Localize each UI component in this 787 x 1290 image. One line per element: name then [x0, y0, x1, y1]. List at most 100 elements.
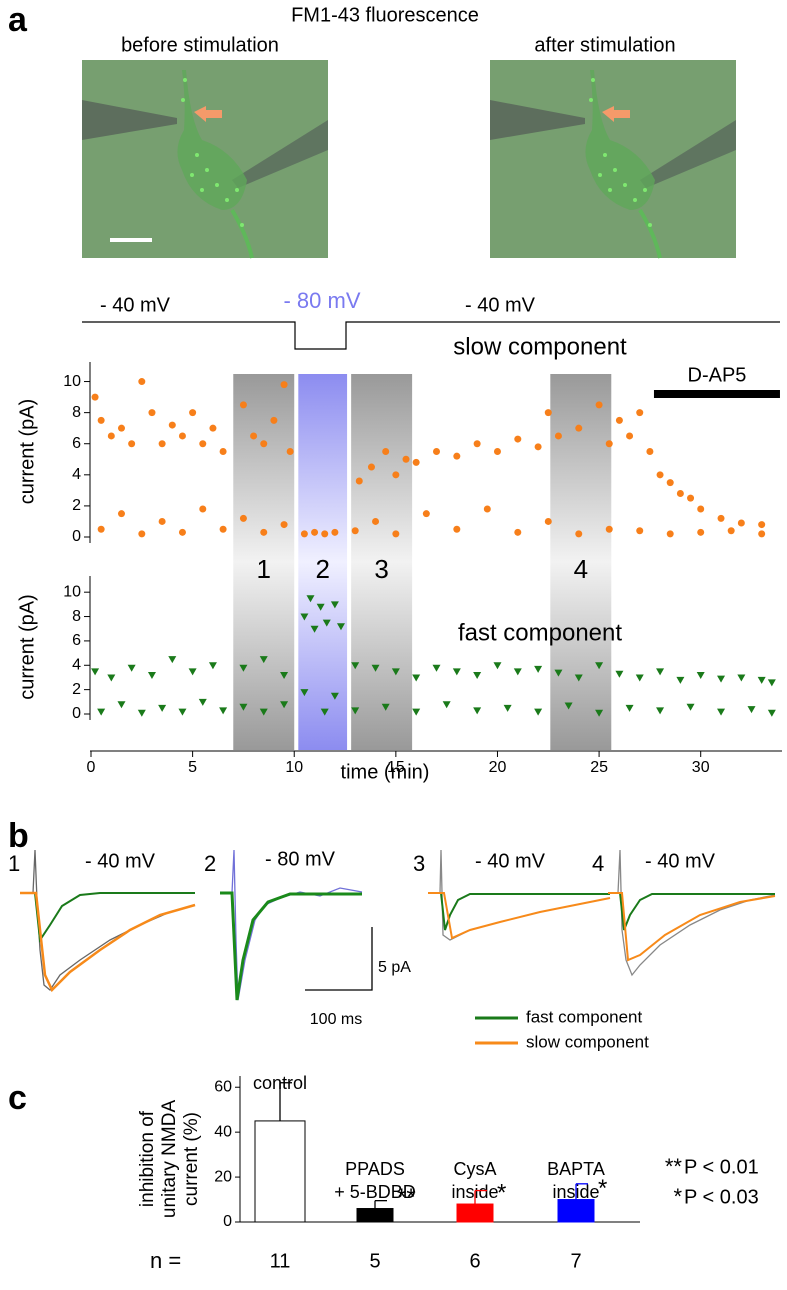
x-tick-label: 25 — [590, 759, 608, 776]
point — [534, 708, 543, 716]
point — [322, 619, 331, 627]
trace-number: 2 — [204, 851, 216, 876]
point — [625, 704, 634, 712]
point — [676, 676, 685, 684]
period-band — [233, 374, 295, 750]
x-tick-label: 0 — [87, 759, 96, 776]
point — [544, 517, 552, 525]
y-axis-label: current (pA) — [16, 594, 38, 700]
point — [554, 669, 563, 677]
point — [178, 432, 186, 440]
point — [473, 672, 482, 680]
point — [148, 409, 156, 417]
point — [727, 527, 735, 535]
legend-label: slow component — [526, 1032, 649, 1051]
legend-label: fast component — [526, 1007, 643, 1026]
point — [367, 463, 375, 471]
point — [433, 448, 440, 455]
micrograph — [80, 58, 330, 260]
point — [626, 432, 634, 440]
point — [381, 703, 390, 711]
point — [453, 452, 461, 460]
point — [717, 675, 726, 683]
period-band — [298, 374, 348, 750]
point — [107, 432, 115, 440]
point — [392, 471, 400, 479]
protocol-label: - 40 mV — [100, 294, 171, 316]
point — [412, 458, 420, 466]
point — [168, 421, 176, 429]
point — [209, 424, 217, 432]
point — [239, 664, 248, 672]
bar — [356, 1208, 394, 1223]
y-axis-label: inhibition of — [137, 1110, 158, 1207]
point — [286, 448, 294, 455]
point — [432, 664, 441, 672]
point — [219, 525, 227, 533]
point — [503, 704, 512, 712]
point — [117, 510, 125, 518]
point — [564, 702, 573, 710]
point — [758, 521, 766, 529]
point — [615, 416, 623, 424]
trace-label: - 40 mV — [645, 850, 716, 872]
point — [666, 479, 674, 487]
p-stars: * — [673, 1184, 682, 1209]
protocol-label: - 80 mV — [283, 288, 360, 313]
x-tick-label: 30 — [692, 759, 710, 776]
point — [306, 595, 315, 603]
point — [554, 432, 562, 440]
point — [97, 525, 105, 533]
point — [534, 443, 542, 451]
point — [280, 701, 289, 709]
point — [513, 668, 522, 676]
point — [351, 662, 360, 670]
point — [635, 674, 644, 682]
point — [575, 530, 583, 538]
n-label: n = — [150, 1248, 181, 1273]
point — [270, 416, 278, 424]
point — [493, 448, 501, 455]
chart-title: slow component — [453, 333, 627, 360]
point — [351, 527, 359, 535]
point — [656, 668, 665, 676]
point — [168, 656, 177, 664]
y-axis-label: current (pA) — [16, 399, 38, 505]
voltage-protocol — [82, 321, 780, 350]
point — [372, 517, 380, 525]
point — [259, 656, 268, 664]
point — [219, 448, 227, 455]
point — [330, 692, 339, 700]
y-tick-label: 6 — [72, 632, 81, 649]
point — [696, 672, 705, 680]
periods: 1 2 3 4 — [233, 374, 612, 750]
point — [737, 519, 745, 527]
y-tick-label: 40 — [214, 1123, 232, 1140]
point — [138, 530, 146, 538]
point — [91, 393, 99, 401]
point — [636, 527, 644, 535]
category-label: CysA — [453, 1159, 496, 1179]
bar — [254, 1120, 306, 1223]
point — [575, 424, 583, 432]
y-tick-label: 4 — [72, 466, 81, 483]
point — [351, 707, 360, 715]
image-label: after stimulation — [534, 34, 675, 56]
significance: * — [497, 1179, 506, 1206]
x-axis-label: time (min) — [341, 761, 430, 783]
point — [107, 674, 116, 682]
significance: * — [598, 1175, 607, 1202]
point — [473, 707, 482, 715]
trace-label: - 40 mV — [475, 850, 546, 872]
point — [260, 528, 268, 536]
point — [737, 674, 746, 682]
point — [188, 668, 197, 676]
point — [260, 440, 268, 448]
period-band — [351, 374, 413, 750]
point — [656, 707, 665, 715]
point — [189, 409, 197, 417]
point — [330, 601, 339, 609]
n-value: 11 — [270, 1250, 291, 1272]
